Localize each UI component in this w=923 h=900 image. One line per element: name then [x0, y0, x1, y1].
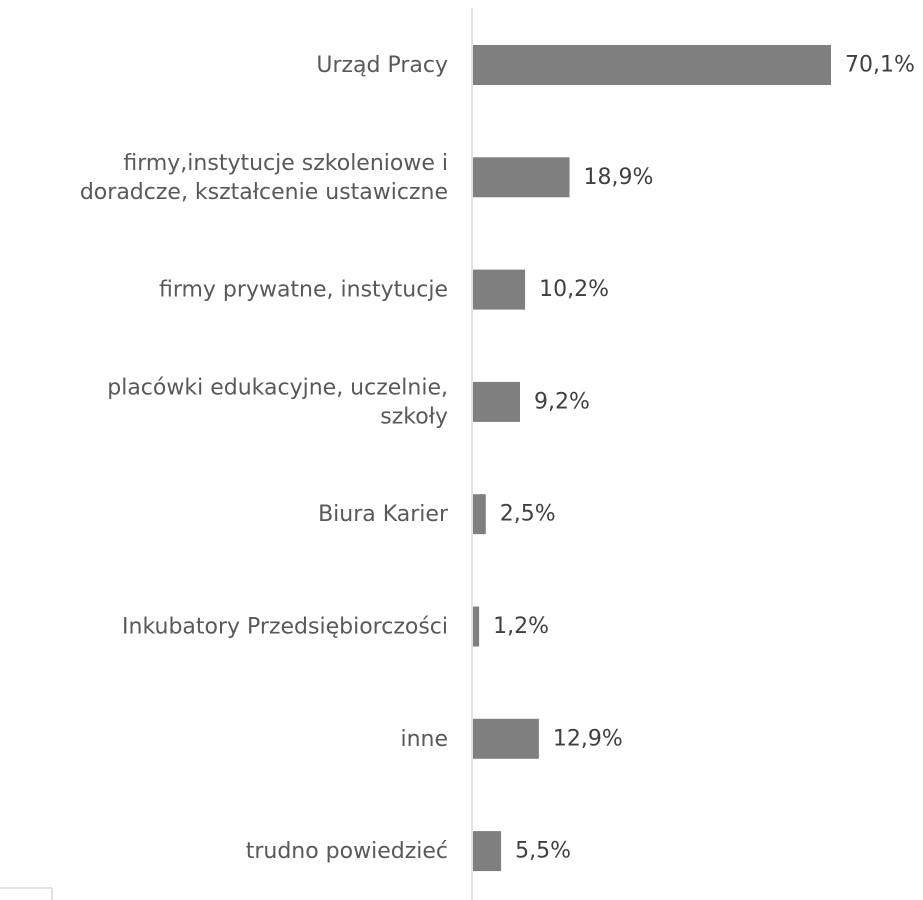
category-label-line: Urząd Pracy	[316, 53, 448, 78]
category-label-2: firmy prywatne, instytucje	[159, 277, 448, 302]
category-label-5: Inkubatory Przedsiębiorczości	[122, 614, 448, 639]
value-label-5: 1,2%	[493, 614, 549, 639]
category-label-line: doradcze, kształcenie ustawiczne	[80, 179, 448, 204]
category-labels-group: Urząd Pracy firmy,instytucje szkoleniowe …	[80, 53, 449, 864]
bar-4	[473, 494, 486, 535]
bar-3	[473, 381, 520, 422]
value-label-7: 5,5%	[515, 839, 571, 864]
category-label-3: placówki edukacyjne, uczelnie, szkoły	[107, 375, 448, 429]
category-label-line: placówki edukacyjne, uczelnie,	[107, 375, 448, 400]
bars-group	[473, 45, 831, 872]
category-label-line: szkoły	[380, 404, 448, 429]
value-label-6: 12,9%	[553, 726, 623, 751]
value-label-0: 70,1%	[845, 53, 915, 78]
value-label-2: 10,2%	[539, 277, 609, 302]
category-label-line: Inkubatory Przedsiębiorczości	[122, 614, 448, 639]
category-label-line: firmy prywatne, instytucje	[159, 277, 448, 302]
category-label-7: trudno powiedzieć	[246, 839, 448, 864]
value-labels-group: 70,1% 18,9% 10,2% 9,2% 2,5% 1,2% 12,9% 5,5%	[493, 53, 915, 864]
category-label-line: trudno powiedzieć	[246, 839, 448, 864]
category-label-4: Biura Karier	[318, 502, 449, 527]
category-label-line: inne	[400, 726, 448, 751]
bar-2	[473, 269, 526, 310]
category-label-0: Urząd Pracy	[316, 53, 448, 78]
category-label-6: inne	[400, 726, 448, 751]
value-label-4: 2,5%	[500, 502, 556, 527]
value-label-3: 9,2%	[534, 389, 590, 414]
chart-frame-corner	[0, 887, 53, 900]
category-label-line: Biura Karier	[318, 502, 449, 527]
bar-7	[473, 831, 502, 872]
bar-1	[473, 157, 570, 198]
bar-6	[473, 718, 539, 759]
category-label-1: firmy,instytucje szkoleniowe i doradcze, …	[80, 150, 448, 204]
category-label-line: firmy,instytucje szkoleniowe i	[123, 150, 448, 175]
value-label-1: 18,9%	[584, 165, 654, 190]
bar-5	[473, 606, 480, 647]
bar-0	[473, 45, 831, 85]
